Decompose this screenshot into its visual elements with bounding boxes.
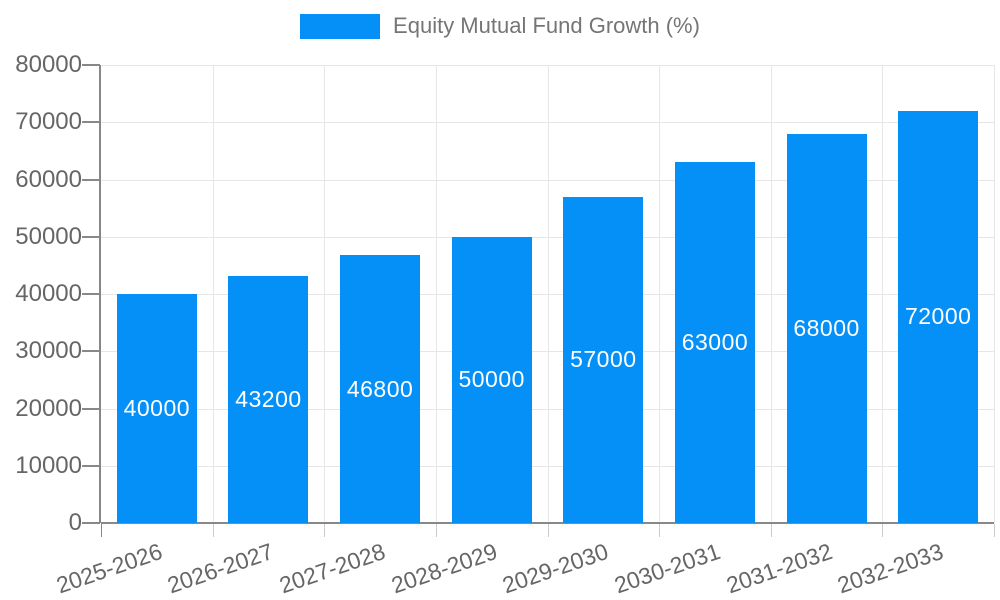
vertical-gridline (547, 65, 549, 523)
x-axis-tick (547, 524, 549, 537)
vertical-gridline (212, 65, 214, 523)
y-axis-tick (82, 64, 100, 66)
bar[interactable]: 57000 (563, 196, 644, 523)
bar[interactable]: 50000 (451, 236, 532, 523)
y-axis-tick-label: 30000 (15, 337, 82, 365)
x-axis-tick (101, 524, 102, 537)
x-axis-tick (659, 524, 661, 537)
plot-area: 40000 43200 46800 50000 57000 63000 68000 72000 (82, 64, 995, 537)
y-axis-tick (82, 178, 100, 181)
y-axis-tick-label: 0 (68, 509, 82, 536)
x-axis-baseline (101, 522, 994, 524)
y-axis-tick (82, 293, 100, 295)
y-axis-tick-label: 40000 (15, 280, 82, 307)
bar[interactable]: 46800 (340, 255, 421, 523)
bar-value-label: 50000 (458, 366, 525, 393)
x-axis-tick-label: 2027-2028 (276, 538, 389, 599)
y-axis-tick-label: 60000 (15, 165, 82, 193)
vertical-gridline (659, 65, 661, 523)
x-axis-tick (994, 524, 995, 537)
vertical-gridline (882, 65, 884, 523)
y-axis-tick-label: 50000 (15, 222, 82, 250)
bar-value-label: 72000 (904, 303, 972, 330)
bar[interactable]: 68000 (786, 133, 867, 523)
bar[interactable]: 40000 (116, 294, 197, 523)
bar-value-label: 46800 (346, 375, 414, 402)
legend-swatch (300, 13, 381, 39)
x-axis-tick (324, 524, 326, 537)
y-axis-tick-label: 20000 (15, 394, 82, 422)
bar-value-label: 40000 (123, 395, 191, 421)
legend: Equity Mutual Fund Growth (%) (0, 13, 1000, 39)
bar-value-label: 68000 (793, 314, 860, 341)
bar[interactable]: 72000 (898, 110, 979, 523)
y-axis-tick (82, 350, 100, 353)
y-axis-tick (82, 522, 100, 524)
vertical-gridline (994, 65, 995, 523)
bar-value-label: 43200 (235, 385, 302, 412)
x-axis-tick-label: 2028-2029 (387, 538, 501, 599)
x-axis-tick-label: 2030-2031 (610, 538, 724, 599)
vertical-gridline (435, 65, 437, 523)
x-axis-tick-label: 2031-2032 (722, 538, 836, 599)
x-axis-tick-label: 2025-2026 (52, 538, 166, 599)
bar[interactable]: 43200 (228, 275, 309, 523)
vertical-gridline (770, 65, 772, 523)
y-axis-tick (82, 235, 100, 238)
x-axis-tick (770, 524, 772, 537)
x-axis-tick (882, 524, 884, 537)
vertical-gridline (324, 65, 326, 523)
y-axis-tick-label: 80000 (15, 51, 82, 78)
bar-value-label: 57000 (570, 346, 637, 373)
bar-value-label: 63000 (681, 329, 749, 356)
legend-label: Equity Mutual Fund Growth (%) (393, 13, 700, 38)
x-axis-tick-label: 2026-2027 (164, 538, 277, 599)
x-axis-tick-label: 2032-2033 (834, 538, 947, 599)
y-axis-tick (82, 407, 100, 410)
y-axis-tick (82, 464, 100, 467)
y-axis-tick-label: 70000 (15, 108, 82, 136)
x-axis-tick-label: 2029-2030 (499, 538, 612, 599)
y-axis-line (99, 65, 101, 523)
x-axis-tick (435, 524, 437, 537)
bar[interactable]: 63000 (674, 162, 755, 523)
y-axis-tick-label: 10000 (15, 451, 82, 479)
x-axis-tick (212, 524, 214, 537)
y-axis-tick (82, 121, 100, 124)
